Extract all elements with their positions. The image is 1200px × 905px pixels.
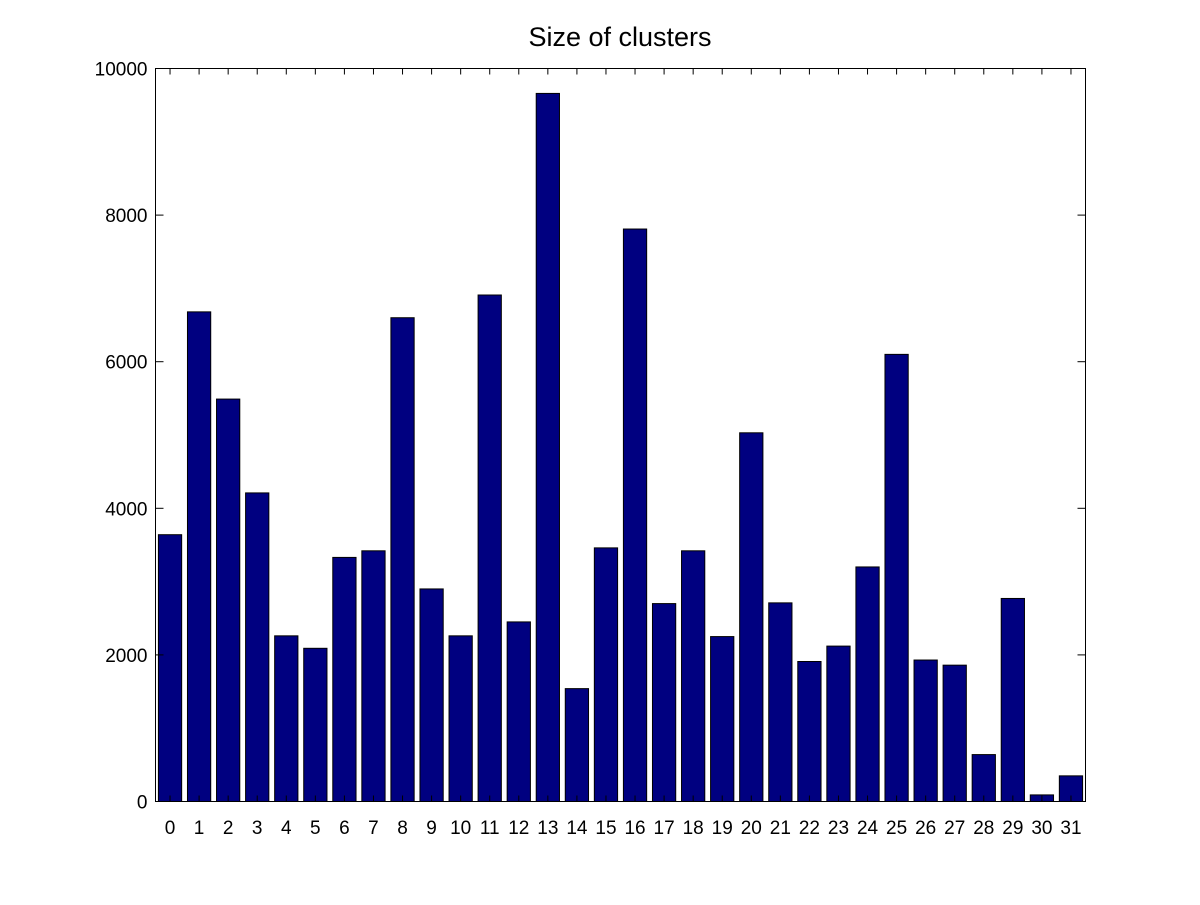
y-tick-label-10000: 10000 (95, 60, 148, 81)
x-tick-label-9: 9 (426, 818, 437, 839)
x-tick-label-15: 15 (595, 818, 616, 839)
x-tick-label-1: 1 (194, 818, 205, 839)
y-tick-label-0: 0 (137, 793, 148, 814)
x-tick-label-13: 13 (537, 818, 558, 839)
bar-12 (506, 621, 531, 802)
bar-18 (681, 550, 706, 802)
x-tick-label-28: 28 (973, 818, 994, 839)
x-tick-label-17: 17 (654, 818, 675, 839)
x-tick-label-3: 3 (252, 818, 263, 839)
bar-15 (593, 547, 619, 802)
bar-4 (274, 635, 299, 803)
x-tick-label-20: 20 (741, 818, 762, 839)
x-tick-label-24: 24 (857, 818, 879, 839)
bar-9 (419, 588, 444, 802)
bar-26 (913, 659, 938, 803)
x-tick-label-2: 2 (223, 818, 234, 839)
bar-8 (390, 317, 415, 802)
y-tick-label-4000: 4000 (105, 499, 147, 520)
bar-0 (157, 534, 183, 802)
bar-24 (855, 566, 880, 802)
chart-title: Size of clusters (528, 22, 711, 52)
x-tick-label-7: 7 (368, 818, 379, 839)
x-tick-label-21: 21 (770, 818, 791, 839)
x-tick-label-16: 16 (624, 818, 645, 839)
plot-area-frame (155, 68, 1086, 802)
bar-6 (332, 556, 357, 802)
bar-29 (1000, 597, 1025, 803)
bar-20 (739, 432, 764, 802)
x-tick-label-12: 12 (508, 818, 529, 839)
x-tick-label-4: 4 (281, 818, 292, 839)
x-axis-tick-labels: 0 1 2 3 4 5 6 7 8 9 10 11 12 13 14 15 16 17 18 19 20 21 22 23 24… (165, 818, 1082, 839)
x-tick-label-10: 10 (450, 818, 471, 839)
x-tick-label-5: 5 (310, 818, 321, 839)
axis-ticks (155, 68, 1086, 802)
bar-22 (797, 661, 822, 802)
x-tick-label-31: 31 (1060, 818, 1081, 839)
x-tick-label-27: 27 (944, 818, 965, 839)
x-tick-label-19: 19 (712, 818, 733, 839)
bar-10 (448, 635, 473, 803)
bar-11 (477, 294, 502, 802)
bar-25 (884, 353, 909, 802)
y-tick-label-8000: 8000 (105, 206, 147, 227)
bar-5 (303, 647, 328, 802)
bar-19 (710, 636, 735, 803)
bar-27 (942, 664, 967, 802)
y-tick-label-2000: 2000 (105, 646, 147, 667)
bar-3 (245, 492, 270, 802)
x-tick-label-26: 26 (915, 818, 936, 839)
bars-layer (157, 92, 1084, 803)
x-tick-label-11: 11 (480, 818, 500, 839)
x-tick-label-18: 18 (683, 818, 704, 839)
bar-1 (186, 311, 212, 802)
bar-16 (622, 228, 648, 802)
bar-17 (651, 603, 677, 803)
bar-23 (826, 645, 851, 802)
x-tick-label-0: 0 (165, 818, 176, 839)
x-tick-label-8: 8 (397, 818, 408, 839)
x-tick-label-29: 29 (1002, 818, 1023, 839)
x-tick-label-6: 6 (339, 818, 350, 839)
x-tick-label-25: 25 (886, 818, 907, 839)
bar-14 (564, 688, 590, 802)
y-axis-tick-labels: 0 2000 4000 6000 8000 10000 (95, 60, 148, 814)
x-tick-label-22: 22 (799, 818, 820, 839)
bar-2 (216, 398, 241, 802)
x-tick-label-30: 30 (1031, 818, 1052, 839)
bar-28 (971, 754, 996, 803)
bar-7 (361, 550, 386, 802)
x-tick-label-23: 23 (828, 818, 849, 839)
bar-13 (535, 92, 560, 803)
y-tick-label-6000: 6000 (105, 353, 147, 374)
bar-21 (768, 602, 793, 802)
x-tick-label-14: 14 (566, 818, 588, 839)
